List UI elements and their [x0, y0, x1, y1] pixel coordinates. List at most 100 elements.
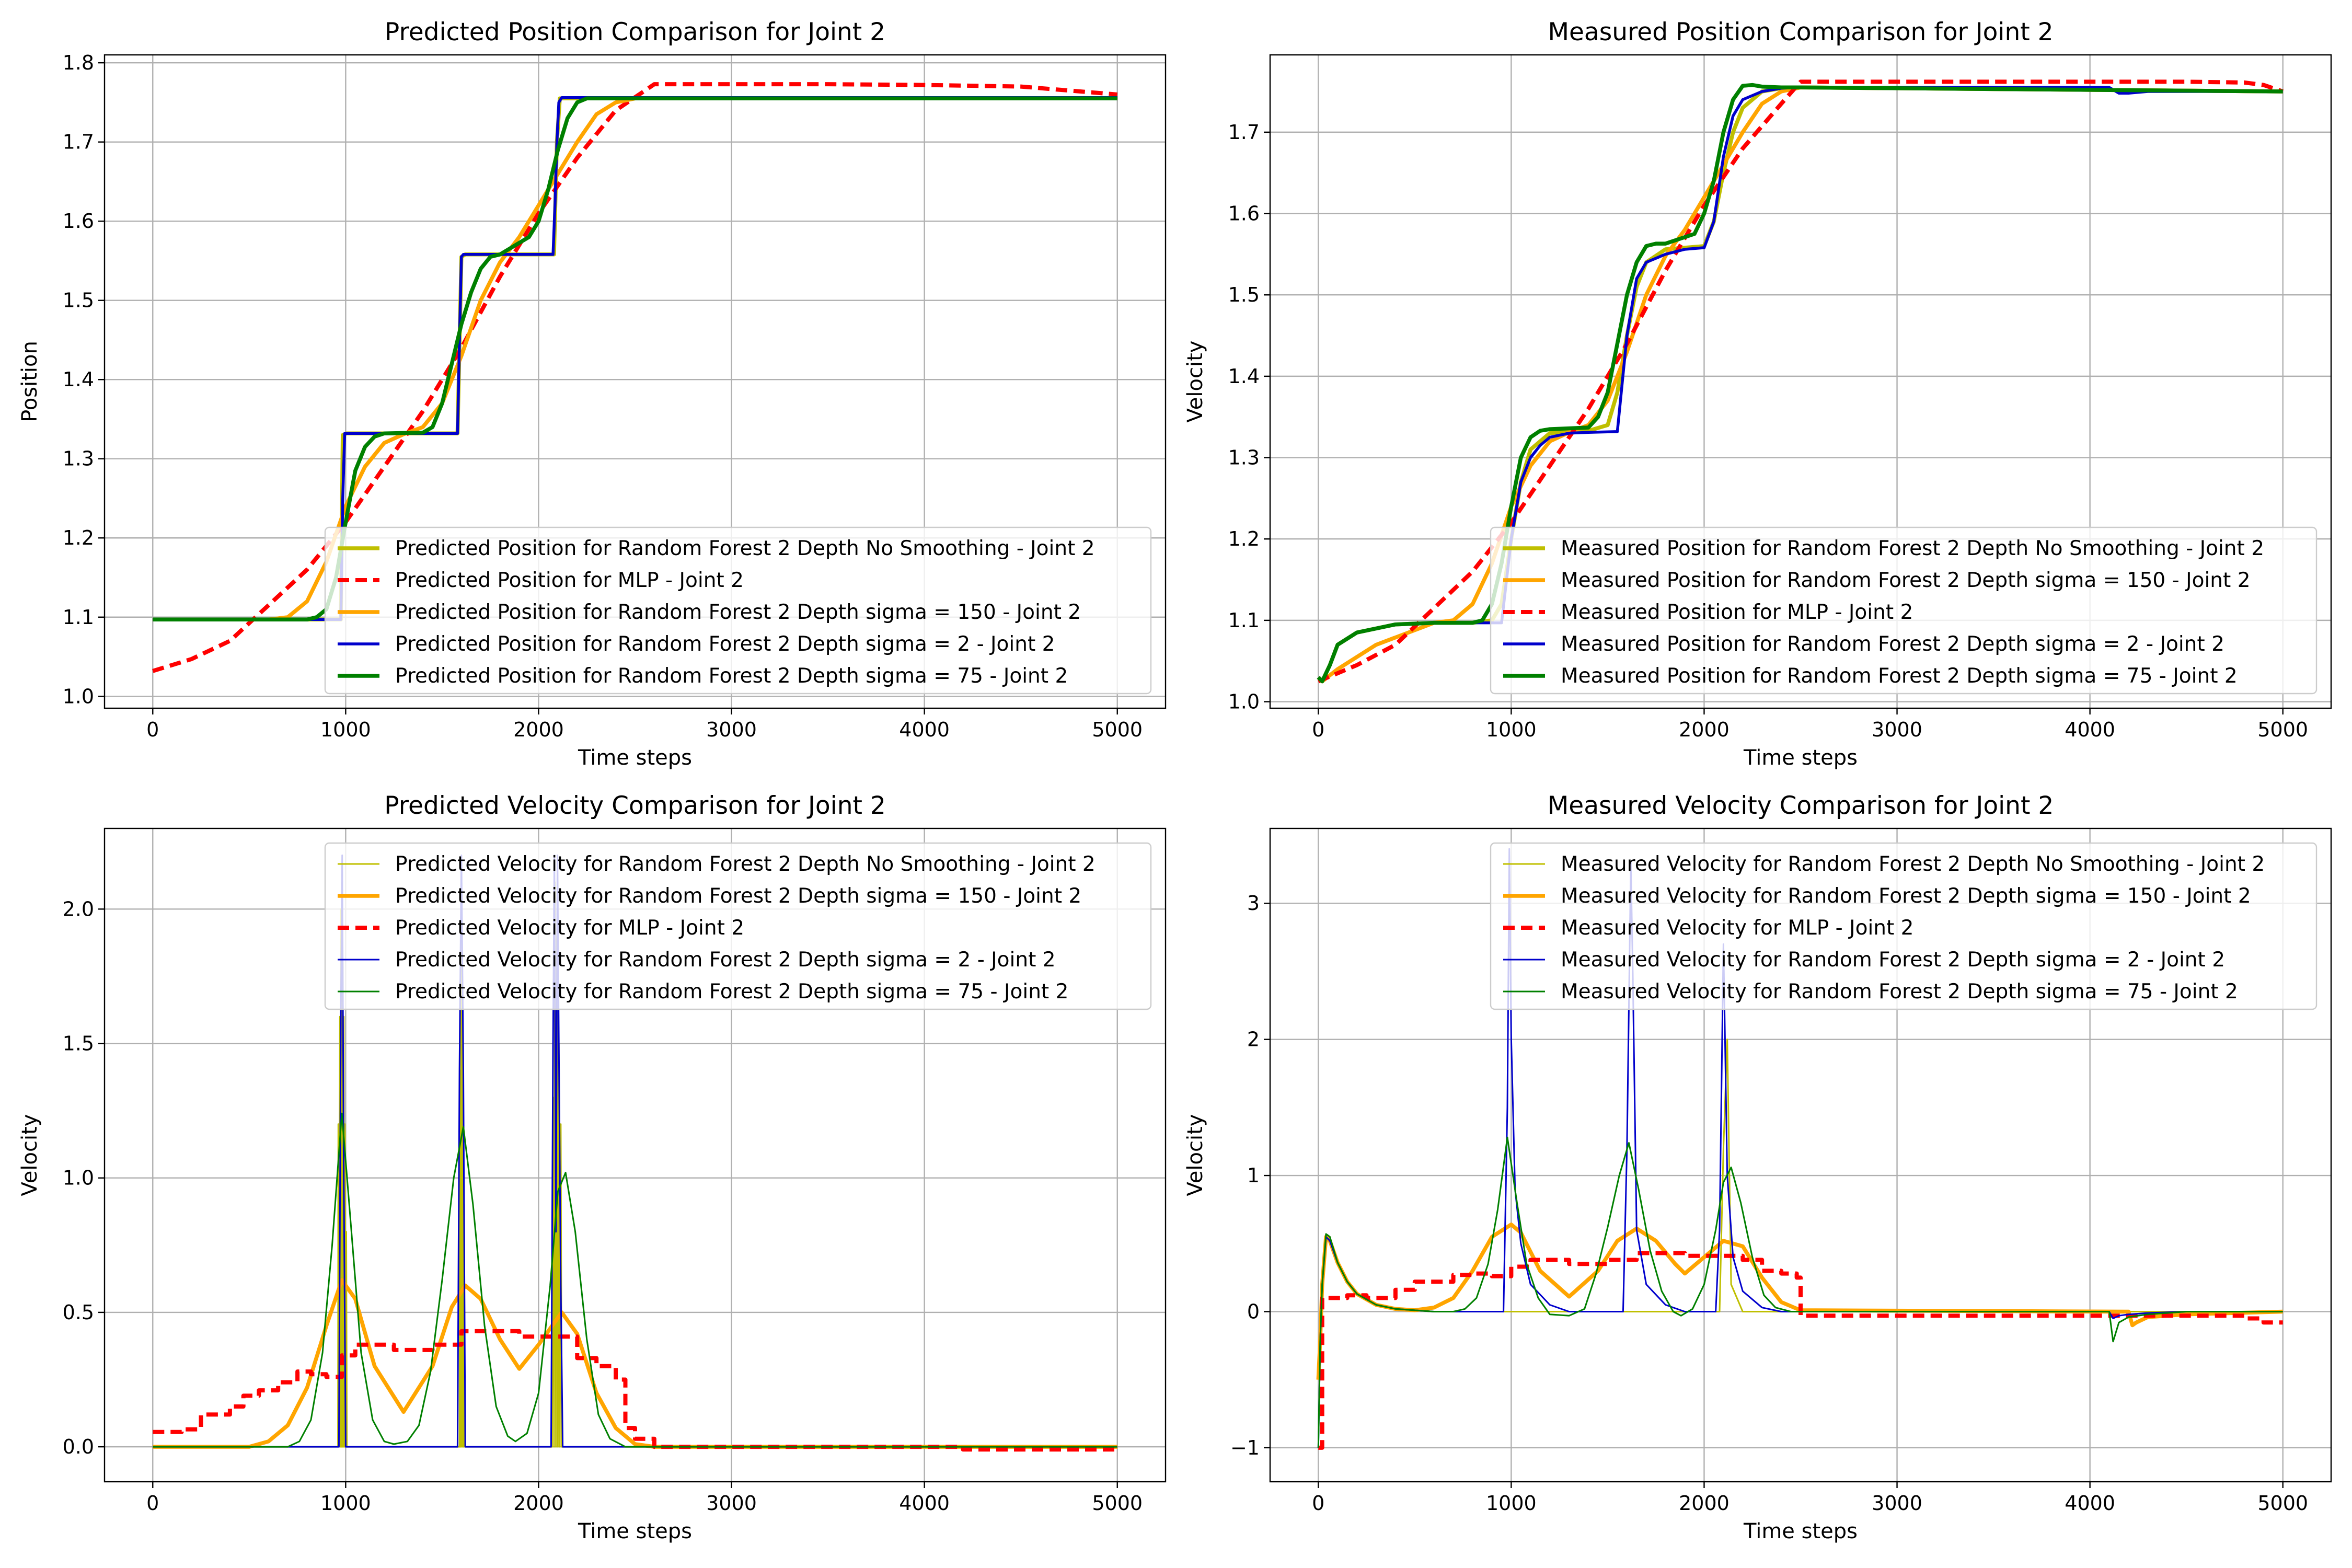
- x-tick-label: 2000: [513, 718, 564, 741]
- y-tick-label: 1.2: [63, 526, 94, 549]
- y-tick-label: 1.0: [1228, 690, 1260, 713]
- x-tick-label: 2000: [513, 1492, 564, 1515]
- x-tick-label: 4000: [899, 718, 950, 741]
- chart-title: Measured Position Comparison for Joint 2: [1548, 18, 2053, 47]
- x-tick-label: 4000: [2065, 1492, 2115, 1515]
- y-axis-label: Velocity: [1183, 1114, 1207, 1196]
- legend-entry: Predicted Velocity for Random Forest 2 D…: [395, 884, 1081, 908]
- series-line-2: [1318, 1251, 2283, 1450]
- chart-title: Predicted Velocity Comparison for Joint …: [384, 791, 886, 820]
- x-tick-label: 5000: [1092, 718, 1143, 741]
- y-tick-label: 0: [1247, 1300, 1260, 1323]
- x-tick-label: 5000: [1092, 1492, 1143, 1515]
- series-line-3: [153, 96, 1117, 621]
- x-tick-label: 0: [1312, 1492, 1324, 1515]
- x-tick-label: 2000: [1679, 718, 1730, 741]
- y-tick-label: 1.5: [63, 289, 94, 312]
- x-tick-label: 1000: [1486, 1492, 1537, 1515]
- y-tick-label: 1.2: [1228, 527, 1260, 550]
- legend-entry: Predicted Position for Random Forest 2 D…: [395, 632, 1055, 656]
- x-tick-label: 5000: [2257, 718, 2308, 741]
- y-tick-label: 2.0: [63, 897, 94, 920]
- y-tick-label: 1.7: [1228, 121, 1260, 144]
- x-tick-label: 1000: [320, 1492, 371, 1515]
- series-line-0: [1317, 1039, 2283, 1380]
- y-tick-label: 1.0: [63, 1167, 94, 1190]
- series-line-2: [153, 1329, 1117, 1452]
- legend-entry: Measured Position for Random Forest 2 De…: [1561, 664, 2238, 688]
- y-tick-label: 1.0: [63, 685, 94, 708]
- legend-entry: Predicted Velocity for MLP - Joint 2: [395, 916, 744, 940]
- series-group: [152, 82, 1118, 673]
- legend-entry: Predicted Position for Random Forest 2 D…: [395, 601, 1081, 624]
- y-tick-label: 1.7: [63, 131, 94, 154]
- legend-entry: Measured Velocity for Random Forest 2 De…: [1561, 852, 2265, 876]
- series-group: [1316, 848, 2283, 1450]
- x-tick-label: 1000: [1486, 718, 1537, 741]
- x-axis-label: Time steps: [1743, 1519, 1858, 1543]
- y-tick-label: 1.6: [63, 210, 94, 233]
- x-tick-label: 0: [146, 1492, 159, 1515]
- legend-box: [1490, 526, 2318, 695]
- y-axis-label: Position: [18, 341, 42, 422]
- x-tick-label: 0: [1312, 718, 1324, 741]
- legend-entry: Predicted Velocity for Random Forest 2 D…: [395, 948, 1056, 972]
- grid: [105, 55, 1166, 708]
- y-axis-label: Velocity: [1183, 341, 1207, 423]
- y-tick-label: 0.5: [63, 1301, 94, 1324]
- series-line-1: [152, 82, 1118, 673]
- series-line-4: [1317, 1136, 2283, 1448]
- series-line-2: [153, 96, 1117, 622]
- legend: Measured Velocity for Random Forest 2 De…: [1490, 842, 2318, 1010]
- subplot-predicted-position: 0 1000 2000 3000 4000 5000 1.0 1.1 1.2 1.3 1.4 1.5 1…: [18, 18, 1167, 770]
- x-axis-label: Time steps: [578, 746, 692, 770]
- legend: Predicted Position for Random Forest 2 D…: [324, 526, 1152, 695]
- legend-entry: Predicted Position for MLP - Joint 2: [395, 569, 744, 592]
- legend-entry: Predicted Position for Random Forest 2 D…: [395, 664, 1068, 688]
- y-tick-label: 3: [1247, 892, 1260, 915]
- series-group: [1317, 79, 2284, 684]
- axes-frame: [1269, 827, 2332, 1483]
- y-tick-label: 2: [1247, 1028, 1260, 1051]
- axes-frame: [103, 827, 1167, 1483]
- y-tick-label: 1.1: [63, 606, 94, 629]
- y-tick-label: 1.5: [63, 1032, 94, 1055]
- y-tick-label: 1.4: [63, 368, 94, 391]
- chart-title: Predicted Position Comparison for Joint …: [385, 18, 885, 47]
- legend: Predicted Velocity for Random Forest 2 D…: [324, 842, 1152, 1010]
- y-tick-label: −1: [1230, 1436, 1260, 1459]
- legend-entry: Measured Velocity for Random Forest 2 De…: [1561, 980, 2238, 1004]
- axes-frame: [103, 54, 1167, 709]
- x-tick-label: 1000: [320, 718, 371, 741]
- y-tick-label: 1.4: [1228, 365, 1260, 388]
- x-tick-label: 3000: [1872, 1492, 1922, 1515]
- legend-entry: Measured Velocity for Random Forest 2 De…: [1561, 884, 2251, 908]
- legend-entry: Measured Velocity for Random Forest 2 De…: [1561, 948, 2225, 972]
- y-tick-label: 1.3: [1228, 446, 1260, 469]
- y-tick-label: 1: [1247, 1164, 1260, 1187]
- x-tick-label: 5000: [2257, 1492, 2308, 1515]
- x-tick-label: 3000: [706, 1492, 757, 1515]
- series-line-1: [1316, 1223, 2283, 1380]
- chart-title: Measured Velocity Comparison for Joint 2: [1548, 791, 2054, 820]
- y-tick-label: 1.8: [63, 51, 94, 74]
- series-line-4: [1317, 83, 2283, 684]
- series-line-4: [153, 1112, 1117, 1448]
- legend-box: [1490, 842, 2318, 1010]
- y-tick-label: 1.5: [1228, 283, 1260, 306]
- x-tick-label: 4000: [2065, 718, 2115, 741]
- x-tick-label: 3000: [1872, 718, 1922, 741]
- legend-entry: Predicted Position for Random Forest 2 D…: [395, 537, 1095, 560]
- series-line-1: [153, 1278, 1117, 1449]
- legend-entry: Measured Position for Random Forest 2 De…: [1561, 537, 2264, 560]
- x-tick-label: 4000: [899, 1492, 950, 1515]
- legend-entry: Measured Position for Random Forest 2 De…: [1561, 632, 2224, 656]
- y-axis-label: Velocity: [18, 1114, 42, 1196]
- subplot-measured-position: 0 1000 2000 3000 4000 5000 1.0 1.1 1.2 1.3 1.4 1.5 1…: [1183, 18, 2332, 770]
- y-tick-label: 0.0: [63, 1435, 94, 1458]
- axes-frame: [1269, 54, 2332, 709]
- legend: Measured Position for Random Forest 2 De…: [1490, 526, 2318, 695]
- legend-entry: Measured Velocity for MLP - Joint 2: [1561, 916, 1914, 940]
- legend-entry: Measured Position for MLP - Joint 2: [1561, 601, 1913, 624]
